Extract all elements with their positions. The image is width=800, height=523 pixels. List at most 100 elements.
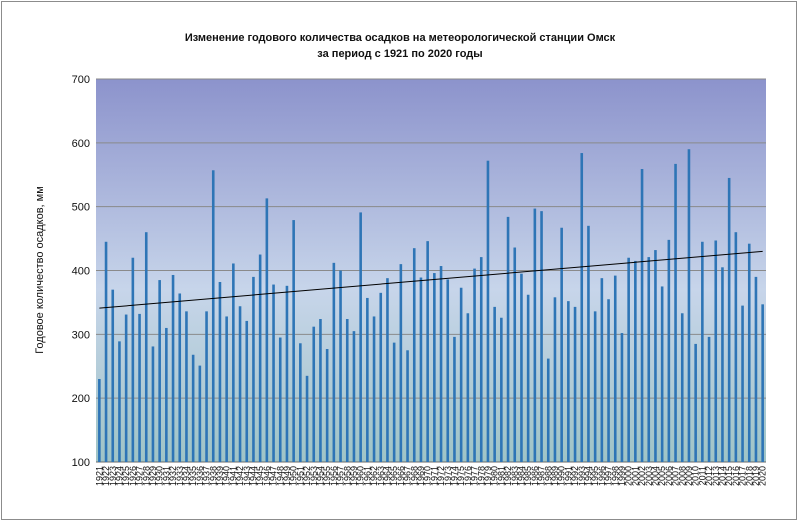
- bar: [144, 232, 148, 462]
- x-tick-label: 1957: [336, 466, 346, 486]
- x-tick-label: 1997: [604, 466, 614, 486]
- x-tick-label: 2018: [744, 466, 754, 486]
- x-tick-label: 2013: [711, 466, 721, 486]
- bar: [245, 320, 249, 462]
- x-tick-label: 1921: [94, 466, 104, 486]
- x-tick-label: 2006: [664, 466, 674, 486]
- bar: [587, 225, 590, 462]
- x-tick-label: 1933: [175, 466, 185, 486]
- bar: [118, 341, 121, 462]
- x-tick-label: 1953: [309, 466, 319, 486]
- bar: [372, 316, 376, 462]
- bar: [211, 170, 215, 462]
- bar: [466, 313, 470, 462]
- bar: [325, 349, 329, 462]
- bar: [359, 212, 362, 462]
- x-tick-label: 1960: [356, 466, 366, 486]
- bar: [225, 316, 228, 462]
- bar: [305, 375, 309, 462]
- bar: [721, 267, 724, 462]
- bar: [178, 293, 182, 462]
- x-tick-label: 1923: [108, 466, 118, 486]
- bar: [560, 227, 563, 462]
- bar: [191, 354, 195, 462]
- bar: [727, 177, 731, 463]
- bar: [131, 257, 135, 462]
- bar: [352, 331, 356, 462]
- bar: [278, 337, 282, 462]
- chart-title-line1: Изменение годового количества осадков на…: [184, 32, 616, 44]
- bar: [185, 311, 188, 462]
- x-tick-label: 1937: [202, 466, 212, 486]
- x-tick-label: 2011: [697, 466, 707, 485]
- x-tick-label: 1998: [610, 466, 620, 486]
- bar: [426, 241, 429, 462]
- x-tick-label: 1967: [403, 466, 413, 486]
- bar: [761, 304, 764, 462]
- x-tick-label: 1999: [617, 466, 627, 486]
- bar: [580, 153, 584, 462]
- x-tick-label: 1963: [376, 466, 386, 486]
- bar: [506, 216, 510, 462]
- x-tick-label: 1962: [369, 466, 379, 486]
- x-tick-label: 1943: [242, 466, 252, 486]
- y-tick-label: 100: [72, 457, 90, 469]
- x-tick-label: 1927: [135, 466, 145, 486]
- bar: [345, 319, 349, 462]
- chart-title-line2: за период с 1921 по 2020 годы: [317, 48, 483, 60]
- x-tick-label: 1930: [155, 466, 165, 486]
- x-tick-label: 1936: [195, 466, 205, 486]
- bar: [540, 211, 543, 462]
- x-tick-label: 2004: [650, 466, 660, 486]
- bar: [607, 299, 610, 462]
- x-tick-label: 1972: [436, 466, 446, 486]
- trendline: [99, 250, 763, 309]
- chart-title: Изменение годового количества осадков на…: [0, 30, 800, 62]
- bar: [412, 248, 416, 462]
- bar: [312, 326, 316, 462]
- x-tick-label: 1983: [510, 466, 520, 486]
- x-tick-label: 2008: [677, 466, 687, 486]
- bar: [747, 243, 751, 462]
- bar: [546, 358, 550, 462]
- bar: [654, 250, 657, 462]
- y-tick-label: 300: [72, 329, 90, 341]
- bar: [734, 232, 738, 462]
- bars: [98, 149, 764, 463]
- x-tick-label: 1938: [208, 466, 218, 486]
- bar: [627, 257, 630, 462]
- bar: [573, 306, 577, 462]
- x-tick-label: 1988: [543, 466, 553, 486]
- bar: [600, 278, 604, 462]
- x-tick-label: 1991: [563, 466, 573, 486]
- bar: [232, 263, 235, 462]
- bar: [667, 239, 671, 462]
- x-tick-label: 2001: [630, 466, 640, 486]
- bar: [714, 240, 718, 462]
- bar: [486, 160, 490, 462]
- x-tick-label: 1964: [382, 466, 392, 486]
- x-tick-label: 1984: [516, 466, 526, 486]
- bar: [479, 257, 483, 462]
- x-tick-label: 1973: [443, 466, 453, 486]
- bar: [687, 149, 691, 462]
- x-tick-label: 1925: [121, 466, 131, 486]
- x-tick-label: 2010: [691, 466, 701, 486]
- x-tick-label: 1961: [362, 466, 372, 486]
- bar: [473, 268, 476, 462]
- x-tick-label: 1971: [429, 466, 439, 486]
- x-tick-label: 1926: [128, 466, 138, 486]
- bar: [660, 286, 664, 462]
- x-tick-label: 1955: [322, 466, 332, 486]
- bar: [218, 281, 222, 462]
- bar: [433, 273, 436, 462]
- x-tick-label: 1924: [114, 466, 124, 486]
- x-tick-label: 2016: [731, 466, 741, 486]
- bar: [392, 342, 396, 462]
- y-tick-label: 700: [72, 74, 90, 86]
- bar: [533, 208, 537, 462]
- bar: [252, 276, 255, 462]
- x-tick-label: 2000: [624, 466, 634, 486]
- x-tick-label: 1928: [141, 466, 151, 486]
- bar: [459, 287, 463, 462]
